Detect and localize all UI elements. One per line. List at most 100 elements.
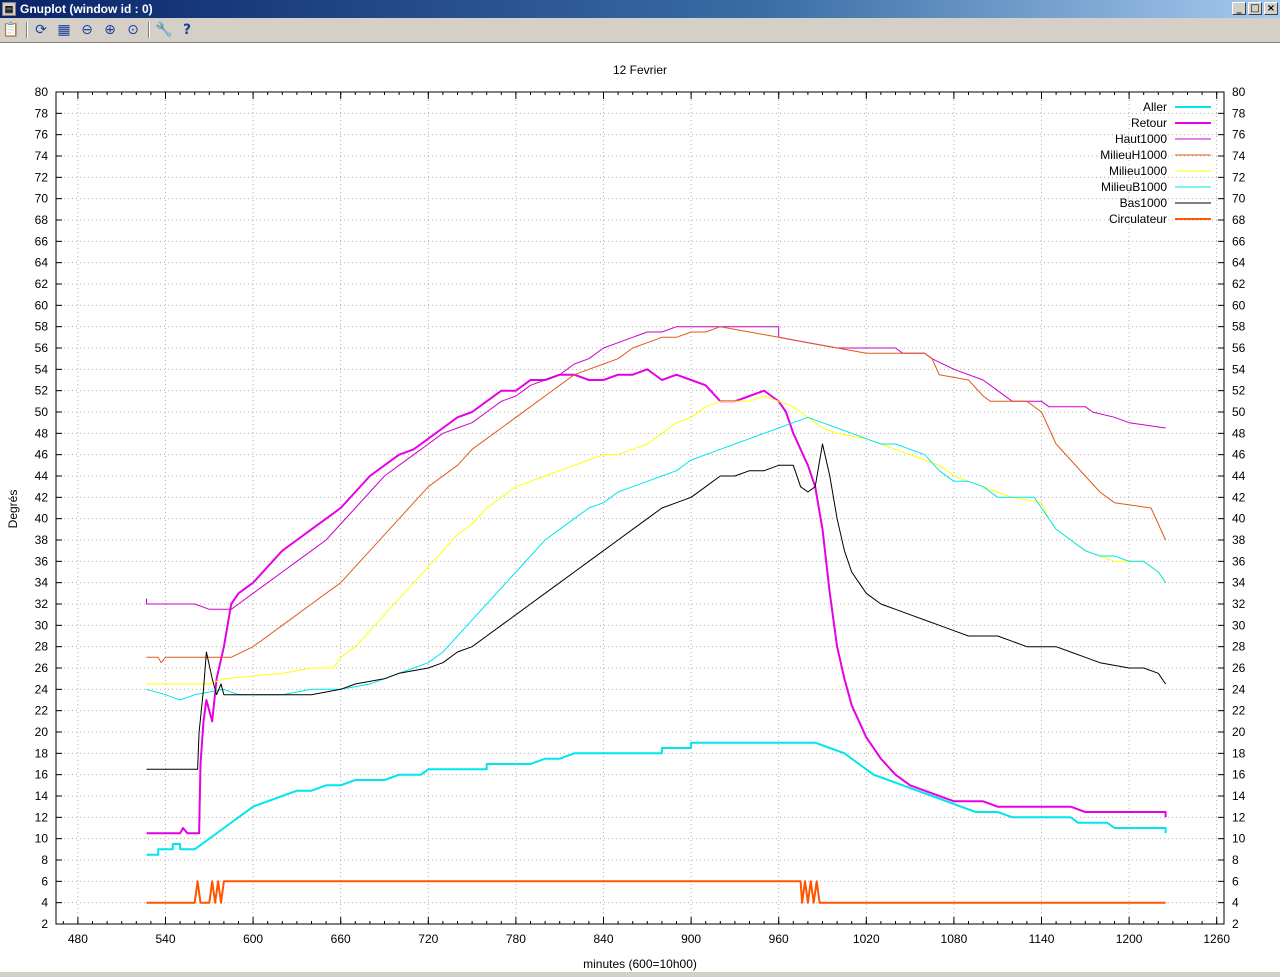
grid-icon[interactable]: ▦ [57, 22, 71, 38]
y2-tick-label: 26 [1232, 661, 1246, 675]
y2-tick-label: 42 [1232, 490, 1246, 504]
y2-tick-label: 74 [1232, 149, 1246, 163]
x-tick-label: 780 [506, 932, 526, 946]
y-tick-label: 66 [35, 234, 49, 248]
y2-tick-label: 8 [1232, 853, 1239, 867]
x-tick-label: 1200 [1116, 932, 1143, 946]
legend-label: MilieuH1000 [1100, 148, 1167, 162]
y2-tick-label: 38 [1232, 533, 1246, 547]
x-tick-label: 900 [681, 932, 701, 946]
y2-tick-label: 40 [1232, 512, 1246, 526]
zoom-next-icon[interactable]: ⊕ [104, 22, 116, 38]
autoscale-icon[interactable]: ⊙ [127, 22, 139, 38]
y2-tick-label: 18 [1232, 746, 1246, 760]
y-tick-label: 76 [35, 128, 49, 142]
maximize-button[interactable]: □ [1248, 2, 1262, 15]
y-tick-label: 72 [35, 170, 49, 184]
axis-ticks [56, 91, 1224, 925]
x-tick-label: 660 [331, 932, 351, 946]
copy-clipboard-icon[interactable]: 📋 [2, 22, 20, 38]
y2-tick-label: 48 [1232, 426, 1246, 440]
y2-tick-label: 80 [1232, 85, 1246, 99]
y2-tick-label: 28 [1232, 640, 1246, 654]
y2-tick-label: 22 [1232, 704, 1246, 718]
series-line-milieu1000 [146, 395, 1167, 685]
y-tick-label: 60 [35, 298, 49, 312]
y-tick-label: 10 [35, 832, 49, 846]
y-tick-label: 78 [35, 106, 49, 120]
y-tick-label: 42 [35, 490, 49, 504]
y-tick-label: 30 [35, 618, 49, 632]
series-lines [146, 326, 1167, 904]
y-tick-label: 80 [35, 85, 49, 99]
close-button[interactable]: × [1264, 2, 1278, 15]
chart-title: 12 Fevrier [613, 63, 667, 77]
y2-tick-label: 70 [1232, 192, 1246, 206]
y2-tick-label: 2 [1232, 917, 1239, 931]
gnuplot-app-icon[interactable]: ▤ [2, 2, 16, 16]
status-bar [0, 972, 1280, 977]
series-line-haut1000 [146, 326, 1166, 610]
y-tick-label: 56 [35, 341, 49, 355]
y2-tick-label: 6 [1232, 874, 1239, 888]
series-line-bas1000 [146, 443, 1167, 770]
legend-label: Milieu1000 [1109, 164, 1167, 178]
y-tick-label: 14 [35, 789, 49, 803]
minimize-button[interactable]: _ [1232, 2, 1246, 15]
legend-label: Bas1000 [1120, 196, 1168, 210]
y-tick-label: 54 [35, 362, 49, 376]
y2-tick-label: 50 [1232, 405, 1246, 419]
grid-lines [56, 91, 1224, 925]
y2-tick-label: 32 [1232, 597, 1246, 611]
legend-label: MilieuB1000 [1101, 180, 1167, 194]
y2-tick-label: 24 [1232, 682, 1246, 696]
x-tick-label: 1020 [853, 932, 880, 946]
y-tick-label: 22 [35, 704, 49, 718]
y-tick-label: 44 [35, 469, 49, 483]
zoom-previous-icon[interactable]: ⊖ [81, 22, 93, 38]
y2-tick-label: 58 [1232, 320, 1246, 334]
y2-tick-label: 56 [1232, 341, 1246, 355]
y-tick-label: 64 [35, 256, 49, 270]
x-tick-label: 480 [68, 932, 88, 946]
series-line-milieub1000 [146, 416, 1167, 701]
y-tick-label: 2 [41, 917, 48, 931]
legend-label: Haut1000 [1115, 132, 1167, 146]
replot-icon[interactable]: ⟳ [35, 22, 47, 38]
x-tick-labels: 480 540 600 660 720 780 840 900 960 1020 1080 1140 1… [68, 932, 1230, 946]
y-tick-label: 40 [35, 512, 49, 526]
y2-tick-label: 68 [1232, 213, 1246, 227]
y-tick-label: 36 [35, 554, 49, 568]
y2-tick-label: 60 [1232, 298, 1246, 312]
y-tick-label: 58 [35, 320, 49, 334]
help-icon[interactable]: ? [182, 22, 192, 38]
y2-tick-label: 46 [1232, 448, 1246, 462]
y2-tick-label: 16 [1232, 768, 1246, 782]
legend: Aller Retour Haut1000 MilieuH1000 Milieu1000… [1100, 100, 1211, 226]
window-titlebar: ▤ Gnuplot (window id : 0) _ □ × [0, 0, 1280, 18]
toolbar-separator [148, 22, 150, 38]
y-axis-label: Degrés [6, 490, 20, 529]
window-title: Gnuplot (window id : 0) [20, 2, 153, 16]
x-tick-label: 840 [593, 932, 613, 946]
legend-label: Retour [1131, 116, 1167, 130]
options-icon[interactable]: 🔧 [155, 22, 173, 38]
toolbar: 📋 ⟳ ▦ ⊖ ⊕ ⊙ 🔧 ? [0, 18, 1280, 43]
x-tick-label: 1080 [941, 932, 968, 946]
toolbar-separator [26, 22, 28, 38]
y-tick-label: 74 [35, 149, 49, 163]
y-tick-label: 8 [41, 853, 48, 867]
y-tick-label: 68 [35, 213, 49, 227]
series-line-aller [146, 741, 1167, 856]
y-tick-label: 28 [35, 640, 49, 654]
x-tick-label: 1260 [1203, 932, 1230, 946]
y-tick-label: 20 [35, 725, 49, 739]
y-tick-label: 18 [35, 746, 49, 760]
y-tick-label: 34 [35, 576, 49, 590]
x-tick-label: 1140 [1029, 932, 1055, 946]
y2-tick-label: 64 [1232, 256, 1246, 270]
y2-tick-label: 10 [1232, 832, 1246, 846]
series-line-milieuh1000 [146, 326, 1167, 664]
